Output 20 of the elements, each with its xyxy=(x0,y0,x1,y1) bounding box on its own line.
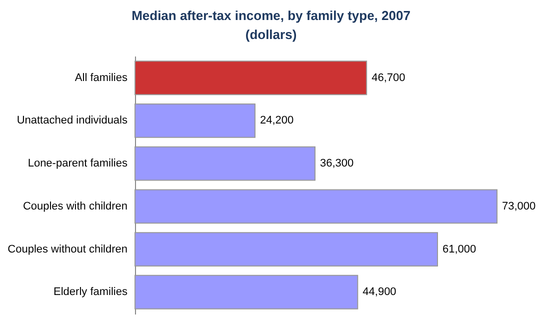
bar xyxy=(134,104,256,138)
y-tick-label: Unattached individuals xyxy=(16,114,128,127)
data-label: 73,000 xyxy=(502,200,536,212)
data-label: 36,300 xyxy=(320,158,354,170)
y-tick-label: Lone-parent families xyxy=(28,158,128,170)
bar xyxy=(134,232,438,266)
bar xyxy=(134,189,498,224)
data-label: 61,000 xyxy=(442,243,476,256)
y-tick-label: Couples with children xyxy=(22,200,128,212)
y-tick-label: All families xyxy=(74,72,128,84)
y-tick-label: Couples without children xyxy=(8,243,128,256)
y-tick-label: Elderly families xyxy=(54,286,128,298)
data-label: 24,200 xyxy=(260,114,294,127)
bar xyxy=(134,146,316,181)
chart-title: Median after-tax income, by family type, 2007 xyxy=(132,8,410,23)
chart-subtitle: (dollars) xyxy=(245,27,297,42)
bar xyxy=(134,274,358,310)
bar xyxy=(134,60,368,96)
data-label: 44,900 xyxy=(362,286,396,298)
data-label: 46,700 xyxy=(372,72,406,84)
